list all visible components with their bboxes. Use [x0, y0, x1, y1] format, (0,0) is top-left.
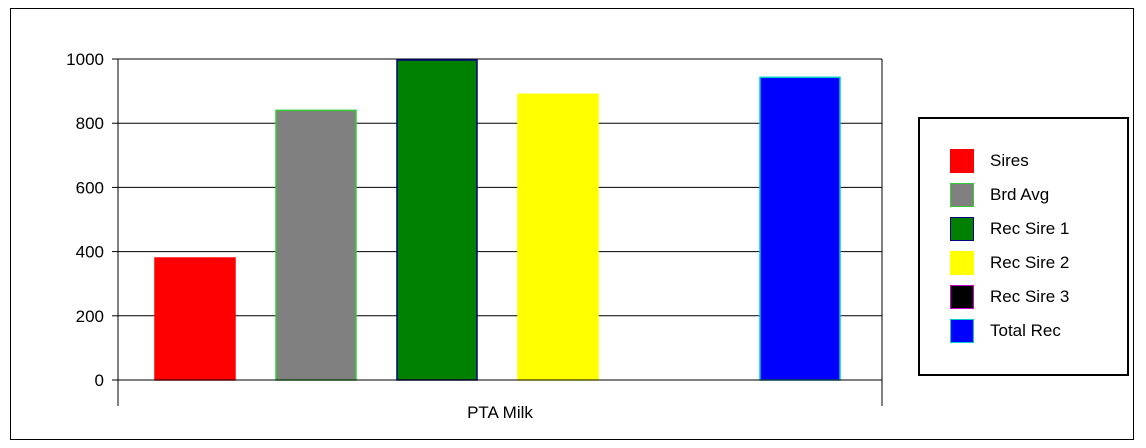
legend-label: Sires [990, 151, 1029, 170]
legend-label: Rec Sire 1 [990, 219, 1070, 238]
y-tick-label: 600 [76, 178, 104, 197]
legend-label: Total Rec [990, 321, 1061, 340]
y-tick-label: 0 [95, 371, 104, 390]
bar-brd-avg [275, 109, 357, 381]
legend-label: Brd Avg [990, 185, 1050, 204]
x-category-label: PTA Milk [467, 403, 533, 422]
legend: Sires Brd Avg Rec Sire 1 Rec Sire 2 Rec Sire… [918, 117, 1129, 376]
y-tick-label: 400 [76, 243, 104, 262]
bar-rec-sire-1 [396, 59, 478, 381]
legend-label: Rec Sire 3 [990, 287, 1070, 306]
bar-sires [154, 257, 236, 381]
legend-swatch [950, 285, 974, 309]
y-tick-label: 800 [76, 114, 104, 133]
bar-rec-sire-2 [517, 93, 599, 381]
legend-swatch [950, 149, 974, 173]
legend-swatch [950, 251, 974, 275]
legend-swatch [950, 183, 974, 207]
legend-label: Rec Sire 2 [990, 253, 1070, 272]
legend-swatch [950, 319, 974, 343]
legend-swatch [950, 217, 974, 241]
y-tick-label: 1000 [66, 50, 104, 69]
bar-total-rec [759, 76, 841, 381]
y-tick-label: 200 [76, 307, 104, 326]
